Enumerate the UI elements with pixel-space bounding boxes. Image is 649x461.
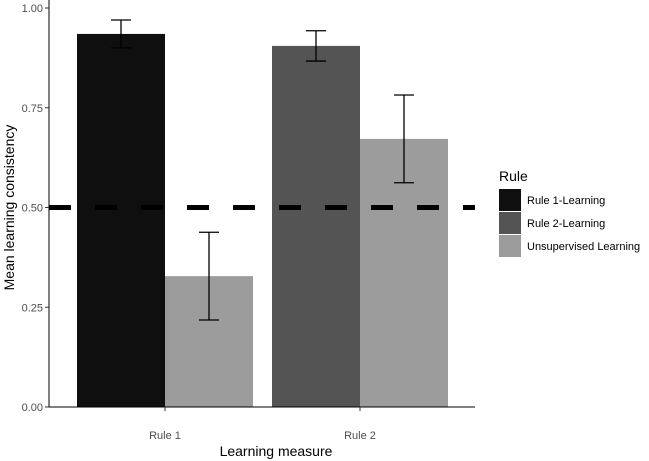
bar (272, 45, 360, 407)
legend-swatch (499, 212, 521, 234)
y-tick-label: 0.75 (22, 103, 43, 115)
x-tick-label: Rule 2 (344, 430, 376, 442)
legend-swatch (499, 235, 521, 257)
legend-label: Unsupervised Learning (527, 241, 640, 253)
y-tick-label: 0.00 (22, 402, 43, 414)
bar (360, 138, 448, 407)
legend-label: Rule 2-Learning (527, 218, 605, 230)
y-ticks: 0.00 0.25 0.50 0.75 1.00 (22, 3, 49, 414)
legend-swatch (499, 189, 521, 211)
x-axis-title: Learning measure (220, 443, 333, 459)
y-tick-label: 0.25 (22, 302, 43, 314)
x-tick-label: Rule 1 (149, 430, 181, 442)
legend-title: Rule (499, 168, 528, 184)
y-axis-title: Mean learning consistency (1, 125, 17, 291)
y-tick-label: 0.50 (22, 203, 43, 215)
bars-layer (77, 33, 448, 408)
axes: 0.00 0.25 0.50 0.75 1.00 Rule 1 Rule 2 (22, 0, 475, 442)
legend-label: Rule 1-Learning (527, 195, 605, 207)
errorbars-layer (111, 19, 414, 321)
bar (77, 33, 165, 408)
y-tick-label: 1.00 (22, 3, 43, 15)
legend: Rule Rule 1-Learning Rule 2-Learning Unsup… (499, 168, 640, 257)
x-ticks: Rule 1 Rule 2 (149, 407, 376, 442)
legend-items: Rule 1-Learning Rule 2-Learning Unsupervis… (499, 189, 640, 257)
